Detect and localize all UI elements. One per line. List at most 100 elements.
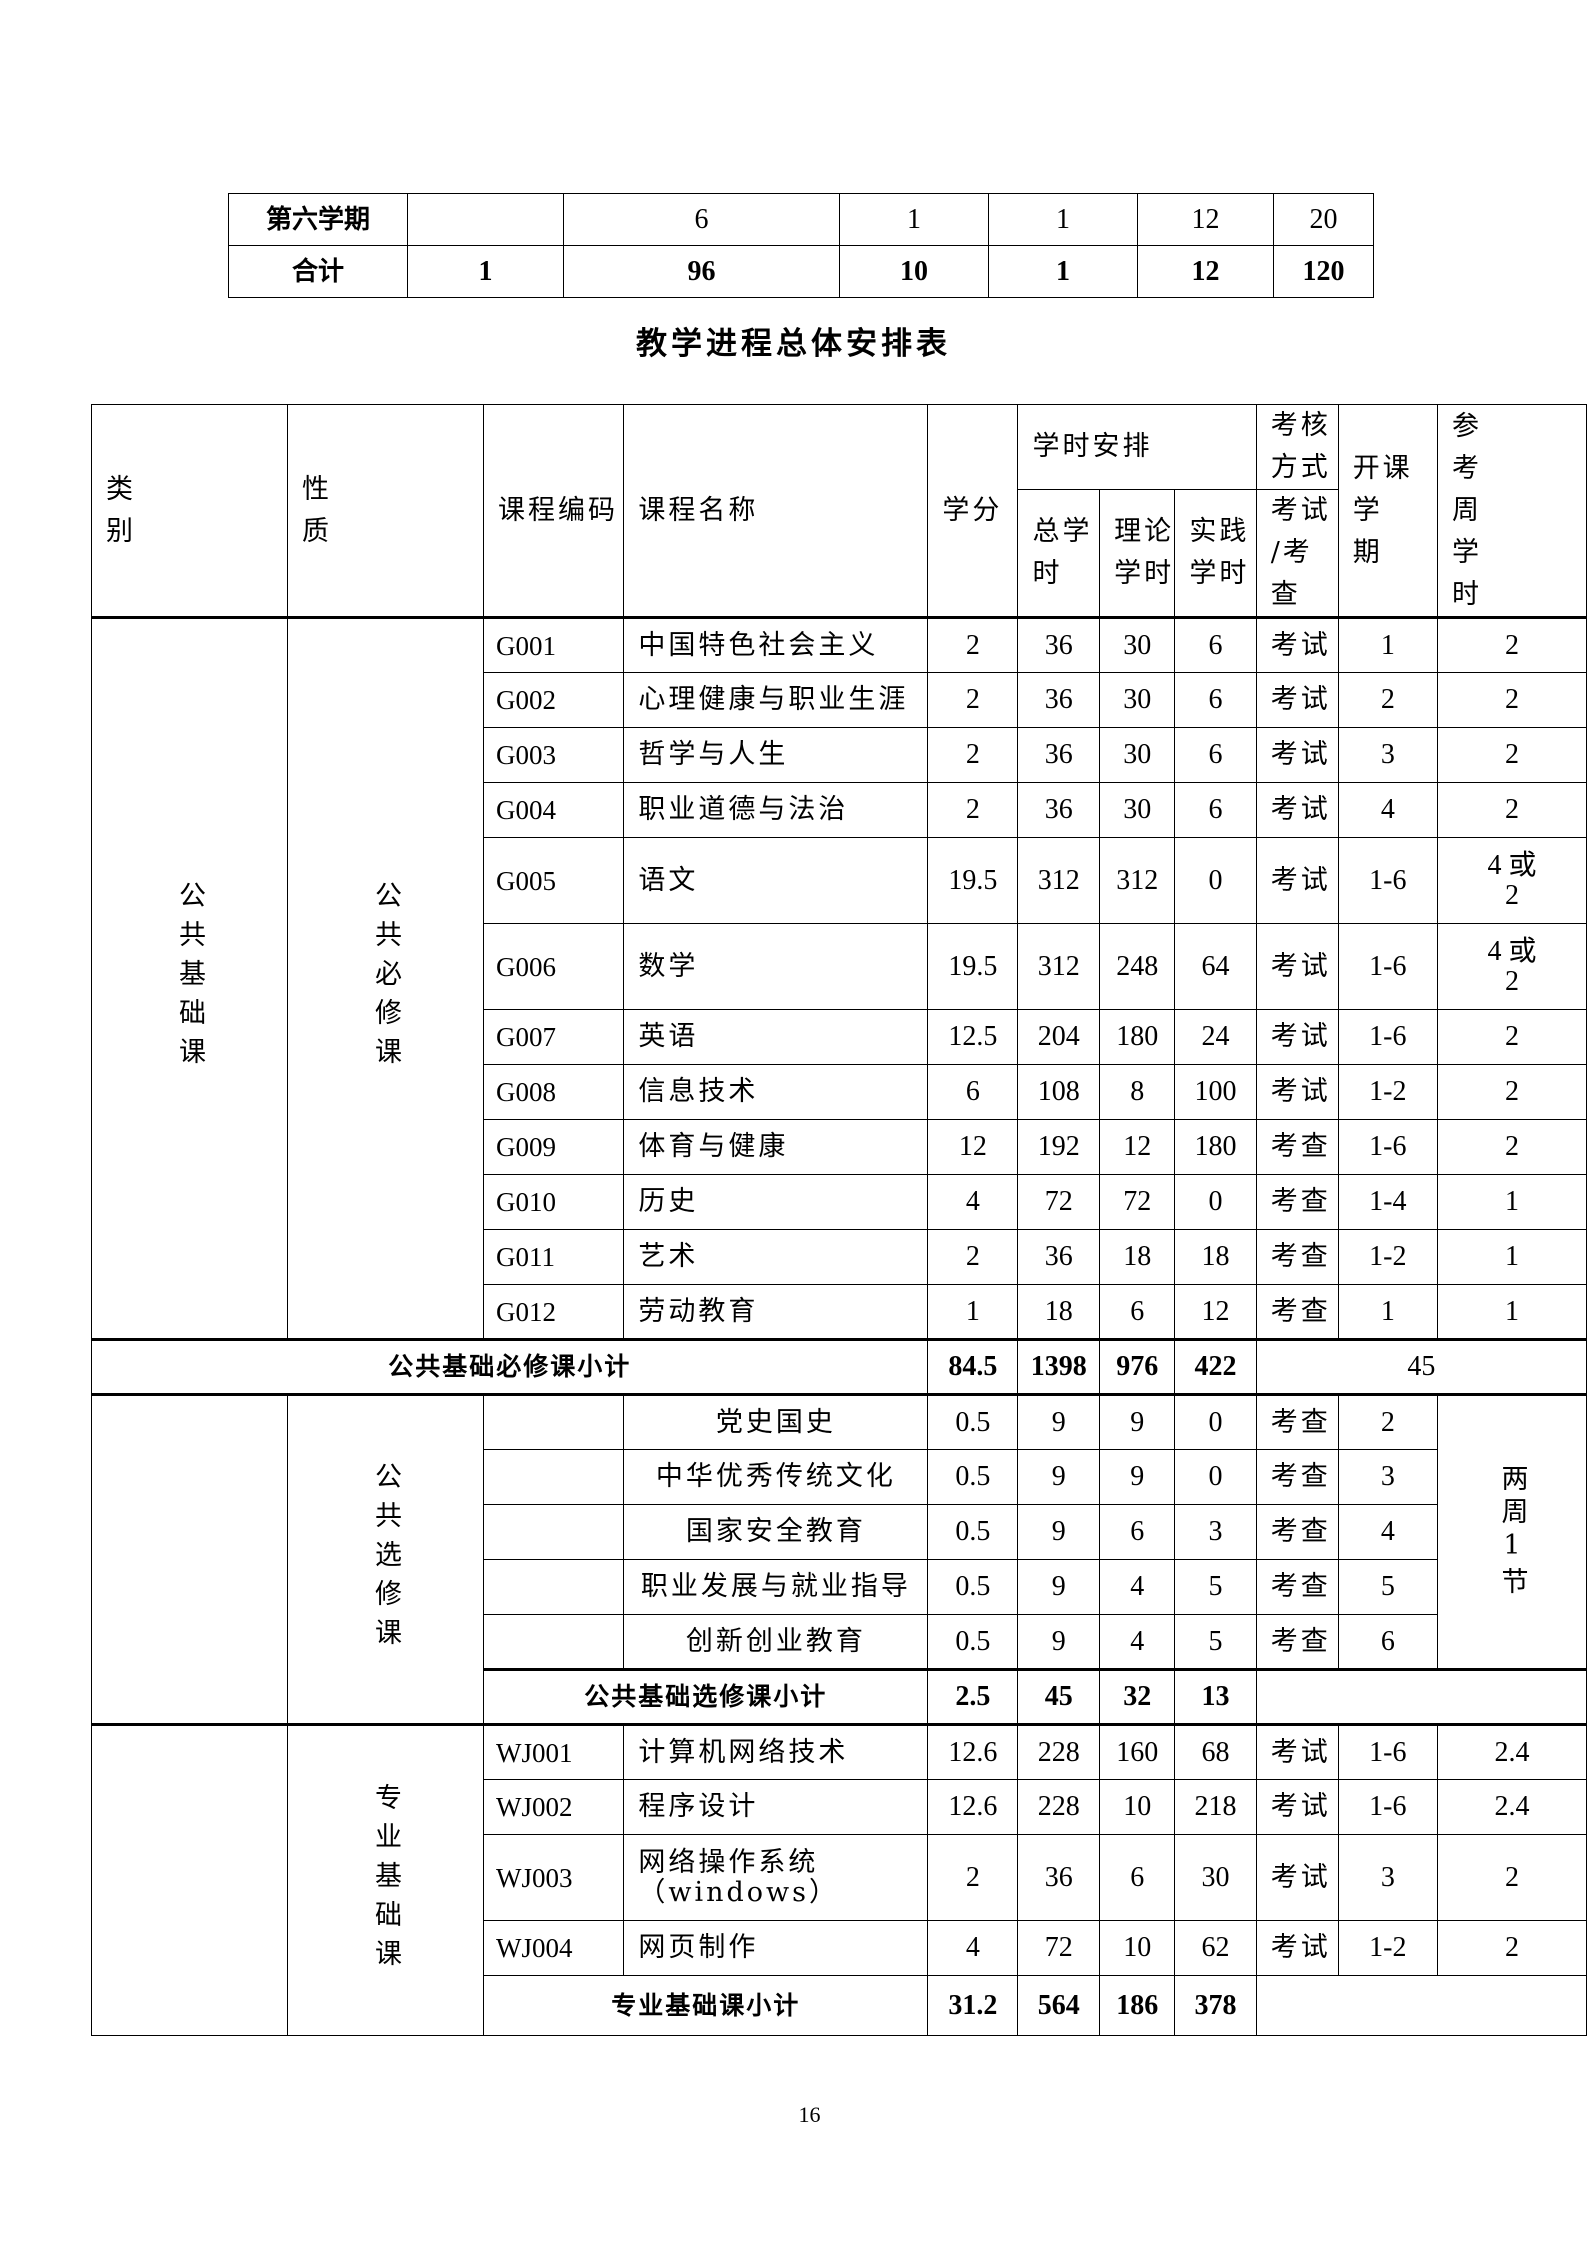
total-hours: 18 — [1017, 1284, 1101, 1340]
practice-hours: 6 — [1174, 782, 1257, 838]
semester: 6 — [1337, 1614, 1438, 1670]
weekly-hours: 2 — [1436, 1064, 1587, 1120]
course-code — [482, 1393, 625, 1450]
practice-hours: 180 — [1174, 1119, 1257, 1175]
hours-cell: 228 — [1017, 1779, 1101, 1835]
hours-cell: 30 — [1174, 1834, 1257, 1921]
course-name: 信息技术 — [623, 1064, 929, 1120]
hours-cell: 0.5 — [927, 1614, 1019, 1670]
hours-cell: 9 — [1017, 1504, 1101, 1560]
course-row: 专业基础课 WJ001 计算机网络技术 12.6 228 160 68 考试 1-6 2.4 — [91, 1723, 1587, 2036]
hours-cell: 10 — [1099, 1779, 1176, 1835]
semester: 1-6 — [1337, 923, 1438, 1010]
total-hours: 36 — [1017, 616, 1101, 673]
semester: 3 — [1337, 1834, 1438, 1921]
weekly-hours: 2 — [1436, 782, 1587, 838]
practice-hours: 100 — [1174, 1064, 1257, 1120]
course-row: WJ003 网络操作系统 （windows） 2 36 6 30 考试 3 2 — [92, 1834, 1587, 1921]
course-row: G010 历史 4 72 72 0 考查 1-4 1 — [92, 1174, 1587, 1230]
header-row-1: 类 别 性 质 课程编码 课程名称 学分 学时安排 考核 方式 开课学 期 参 … — [91, 404, 1587, 618]
theory-hours: 18 — [1099, 1229, 1176, 1285]
hours-cell: 9 — [1099, 1449, 1176, 1505]
summary-row: 合计 1 96 10 1 12 120 — [228, 245, 1374, 298]
course-row: G003 哲学与人生 2 36 30 6 考试 3 2 — [92, 727, 1587, 783]
assessment: 考查 — [1255, 1174, 1339, 1230]
course-code — [482, 1504, 625, 1560]
credit: 19.5 — [927, 923, 1019, 1010]
assessment: 考查 — [1255, 1449, 1339, 1505]
weekly-hours: 2 — [1436, 1009, 1587, 1065]
total-hours: 36 — [1017, 1229, 1101, 1285]
course-name: 职业发展与就业指导 — [623, 1559, 929, 1615]
assessment: 考试 — [1255, 1920, 1339, 1976]
weekly-hours: 2 — [1436, 1920, 1587, 1976]
course-name: 创新创业教育 — [623, 1614, 929, 1670]
semester: 2 — [1337, 1393, 1438, 1450]
page-number: 16 — [798, 2102, 821, 2127]
nature-public-elective-label: 公共选修课 — [370, 1462, 401, 1657]
semester: 4 — [1337, 782, 1438, 838]
semester: 2 — [1337, 672, 1438, 728]
assessment: 考试 — [1255, 1723, 1339, 1780]
weekly-hours: 2.4 — [1436, 1723, 1587, 1780]
weekly-hours: 2 — [1436, 672, 1587, 728]
course-name: 体育与健康 — [623, 1119, 929, 1175]
course-code: G003 — [482, 727, 625, 783]
header-category: 类 别 — [91, 404, 288, 618]
hours-cell: 4 — [1099, 1559, 1176, 1615]
course-row: G008 信息技术 6 108 8 100 考试 1-2 2 — [92, 1064, 1587, 1120]
hours-cell: 5 — [1174, 1559, 1257, 1615]
semester: 1-6 — [1337, 1723, 1438, 1780]
elective-row: 创新创业教育 0.5 9 4 5 考查 6 — [92, 1614, 1587, 1670]
semester: 1-6 — [1337, 1779, 1438, 1835]
subtotal-theory: 32 — [1099, 1668, 1176, 1725]
theory-hours: 8 — [1099, 1064, 1176, 1120]
course-code: WJ003 — [482, 1834, 625, 1921]
course-code: WJ004 — [482, 1920, 625, 1976]
elective-row: 职业发展与就业指导 0.5 9 4 5 考查 5 — [92, 1559, 1587, 1615]
weekly-hours: 2 — [1436, 1119, 1587, 1175]
course-name: 数学 — [623, 923, 929, 1010]
course-name: 艺术 — [623, 1229, 929, 1285]
assessment: 考查 — [1255, 1504, 1339, 1560]
course-name: 网络操作系统 （windows） — [623, 1834, 929, 1921]
hours-cell: 218 — [1174, 1779, 1257, 1835]
credit: 12.5 — [927, 1009, 1019, 1065]
semester: 1-2 — [1337, 1064, 1438, 1120]
practice-hours: 6 — [1174, 727, 1257, 783]
teaching-schedule-table: 类 别 性 质 课程编码 课程名称 学分 学时安排 考核 方式 开课学 期 参 … — [90, 404, 1587, 2036]
total-hours: 36 — [1017, 672, 1101, 728]
semester-summary-table: 第六学期 6 1 1 12 20 合计 1 96 10 1 12 120 — [228, 193, 1374, 298]
total-hours: 36 — [1017, 727, 1101, 783]
hours-cell: 0.5 — [927, 1504, 1019, 1560]
summary-cell: 1 — [839, 193, 989, 246]
hours-cell: 72 — [1017, 1920, 1101, 1976]
hours-cell: 9 — [1017, 1393, 1101, 1450]
summary-label: 第六学期 — [228, 193, 408, 246]
hours-cell: 62 — [1174, 1920, 1257, 1976]
nature-professional-basic-label: 专业基础课 — [370, 1783, 401, 1978]
semester: 1-6 — [1337, 1119, 1438, 1175]
hours-cell: 9 — [1017, 1449, 1101, 1505]
semester: 1-2 — [1337, 1920, 1438, 1976]
assessment: 考试 — [1255, 1834, 1339, 1921]
practice-hours: 0 — [1174, 837, 1257, 924]
course-code: G002 — [482, 672, 625, 728]
hours-cell: 0.5 — [927, 1393, 1019, 1450]
hours-cell: 160 — [1099, 1723, 1176, 1780]
summary-cell: 10 — [839, 245, 989, 298]
subtotal-theory: 976 — [1099, 1338, 1176, 1395]
header-hours: 学时安排 — [1017, 404, 1257, 490]
course-code: G012 — [482, 1284, 625, 1340]
hours-cell: 228 — [1017, 1723, 1101, 1780]
course-code: G007 — [482, 1009, 625, 1065]
weekly-hours: 2.4 — [1436, 1779, 1587, 1835]
weekly-hours: 4 或 2 — [1436, 923, 1587, 1010]
total-hours: 72 — [1017, 1174, 1101, 1230]
subtotal-credit: 2.5 — [927, 1668, 1019, 1725]
header-semester: 开课学 期 — [1337, 404, 1438, 618]
subtotal-total: 1398 — [1017, 1338, 1101, 1395]
header-total-hours: 总学 时 — [1017, 489, 1101, 618]
credit: 6 — [927, 1064, 1019, 1120]
hours-cell: 0.5 — [927, 1449, 1019, 1505]
